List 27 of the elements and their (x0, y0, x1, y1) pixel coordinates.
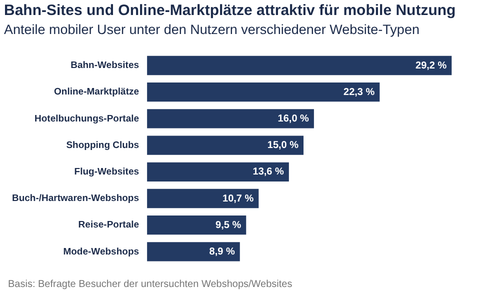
bar (147, 82, 380, 102)
bar (147, 216, 246, 235)
data-label: 29,2 % (416, 60, 447, 72)
chart-subtitle: Anteile mobiler User unter den Nutzern verschiedener Website-Typen (4, 22, 420, 37)
y-tick-label: Online-Marktplätze (54, 86, 140, 98)
data-label: 8,9 % (209, 246, 235, 258)
data-label: 10,7 % (222, 193, 254, 204)
bar (147, 136, 304, 155)
y-tick-label: Bahn-Websites (70, 60, 140, 72)
bar (147, 162, 289, 182)
bar (147, 242, 240, 262)
y-tick-label: Mode-Webshops (63, 246, 140, 258)
y-tick-label: Flug-Websites (74, 166, 140, 178)
chart-title: Bahn-Sites und Online-Marktplätze attraktiv für mobile Nutzung (4, 2, 456, 20)
data-label: 9,5 % (216, 220, 242, 231)
bar (147, 188, 259, 208)
data-label: 16,0 % (278, 113, 310, 124)
data-label: 13,6 % (252, 166, 284, 178)
data-label: 22,3 % (344, 86, 375, 98)
y-tick-label: Reise-Portale (78, 220, 140, 231)
data-label: 15,0 % (267, 140, 299, 152)
text: Basis: Befragte Besucher der untersuchten Webshops/Websites (8, 278, 292, 290)
y-tick-label: Hotelbuchungs-Portale (34, 113, 140, 124)
bar (147, 56, 452, 76)
y-tick-label: Buch-/Hartwaren-Webshops (12, 193, 140, 204)
bar (147, 109, 314, 128)
y-tick-label: Shopping Clubs (66, 140, 140, 151)
